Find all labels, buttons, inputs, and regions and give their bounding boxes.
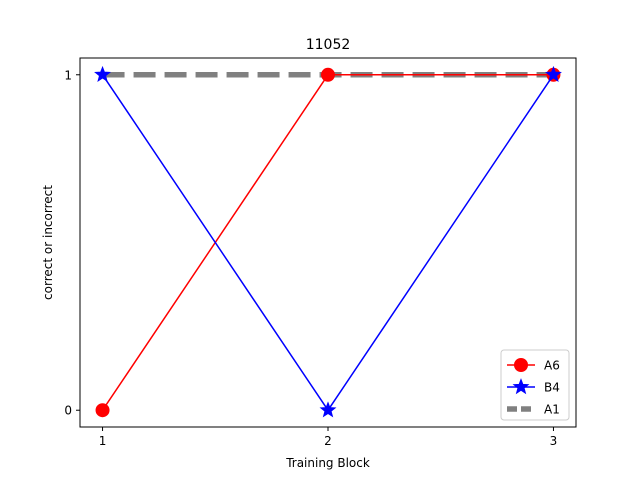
legend: A6 B4 A1 [500,349,570,421]
x-tick-label: 2 [324,434,332,448]
legend-label-a1: A1 [544,403,560,417]
data-point-b4-1 [94,65,112,82]
x-tick-label: 1 [99,434,107,448]
data-point-a6-1 [95,403,110,418]
x-tick-label: 3 [550,434,558,448]
plot-area [94,65,562,418]
x-axis-label: Training Block [285,456,370,470]
y-tick-label: 0 [64,404,72,418]
y-axis-label: correct or incorrect [41,185,55,300]
chart-title: 11052 [306,37,351,53]
data-point-a6-2 [321,67,335,82]
legend-marker-b4 [512,378,530,395]
y-tick-label: 1 [64,68,72,82]
legend-label-a6: A6 [544,359,560,373]
data-point-b4-2 [319,401,337,418]
legend-marker-a6 [514,358,528,372]
legend-label-b4: B4 [544,381,560,395]
data-point-b4-3 [544,65,562,82]
axis-ticks: 1 2 3 0 1 [64,68,557,448]
